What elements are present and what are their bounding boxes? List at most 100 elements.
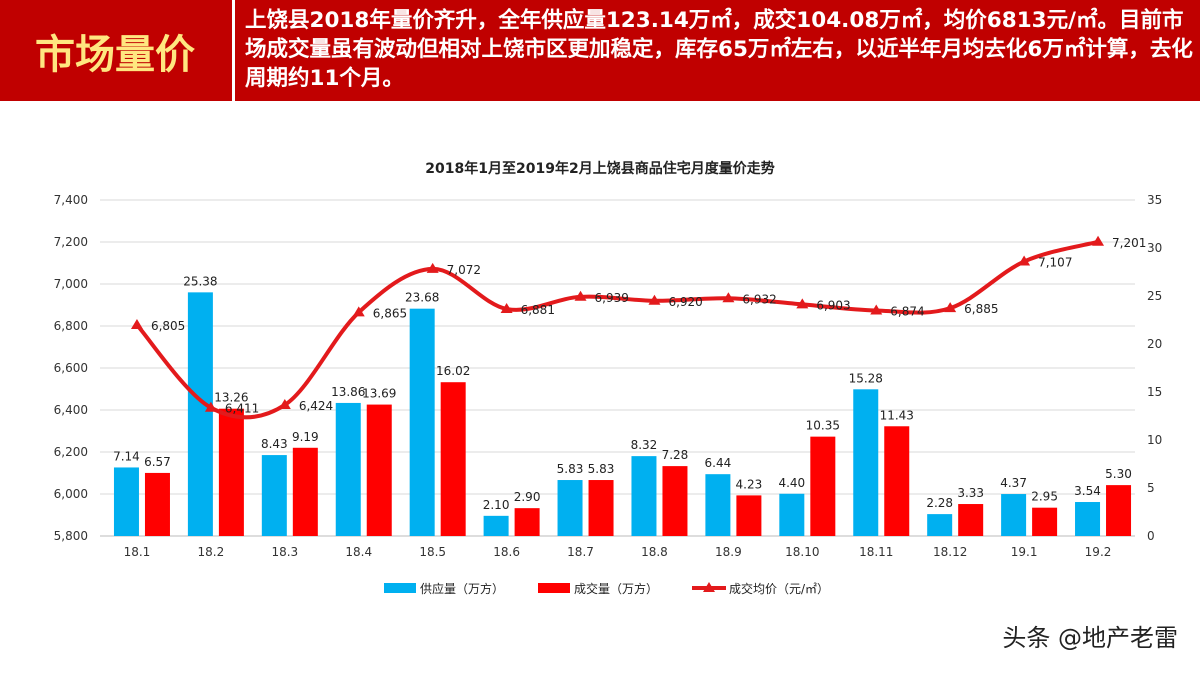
line-data-label: 6,881 <box>521 303 555 317</box>
line-data-label: 6,865 <box>373 306 407 320</box>
bar-sales <box>292 447 318 536</box>
section-title: 市场量价 <box>35 31 195 78</box>
bar-data-label: 8.32 <box>631 438 658 452</box>
bar-data-label: 5.30 <box>1105 467 1132 481</box>
bar-supply <box>631 456 657 536</box>
x-tick-label: 18.2 <box>198 545 225 559</box>
line-data-label: 6,805 <box>151 319 185 333</box>
left-tick-label: 6,600 <box>54 361 88 375</box>
price-marker <box>1018 255 1031 266</box>
right-tick-label: 20 <box>1147 337 1162 351</box>
bar-sales <box>662 466 688 536</box>
price-marker <box>204 401 217 412</box>
right-tick-label: 0 <box>1147 529 1155 543</box>
x-tick-label: 19.2 <box>1085 545 1112 559</box>
right-tick-label: 5 <box>1147 481 1155 495</box>
bar-supply <box>1075 502 1101 536</box>
bar-sales <box>218 408 244 536</box>
legend-label-sales: 成交量（万方） <box>574 581 658 596</box>
x-tick-label: 18.11 <box>859 545 893 559</box>
price-marker <box>870 304 883 315</box>
bar-sales <box>810 436 836 536</box>
line-data-label: 7,201 <box>1112 236 1146 250</box>
price-marker <box>426 262 439 273</box>
left-tick-label: 7,400 <box>54 193 88 207</box>
header-banner: 市场量价 上饶县2018年量价齐升，全年供应量123.14万㎡，成交104.08… <box>0 0 1200 101</box>
bar-data-label: 5.83 <box>588 462 615 476</box>
bar-sales <box>1032 507 1058 536</box>
bar-data-label: 4.23 <box>736 477 763 491</box>
bar-sales <box>958 504 984 536</box>
chart-title: 2018年1月至2019年2月上饶县商品住宅月度量价走势 <box>425 161 775 177</box>
price-marker <box>944 302 957 313</box>
legend-swatch-sales <box>538 583 570 593</box>
line-data-label: 7,072 <box>447 263 481 277</box>
bar-sales <box>440 382 466 536</box>
bar-data-label: 10.35 <box>806 419 840 433</box>
left-tick-label: 7,000 <box>54 277 88 291</box>
bar-data-label: 3.33 <box>957 486 984 500</box>
bar-data-label: 13.26 <box>214 391 248 405</box>
bar-data-label: 2.10 <box>483 498 510 512</box>
line-data-label: 6,920 <box>668 295 702 309</box>
bar-supply <box>409 308 435 536</box>
bar-data-label: 25.38 <box>183 274 217 288</box>
price-marker <box>278 398 291 409</box>
bar-supply <box>187 292 213 536</box>
right-tick-label: 25 <box>1147 289 1162 303</box>
bar-supply <box>335 402 361 536</box>
bar-supply <box>705 474 731 536</box>
left-tick-label: 6,000 <box>54 487 88 501</box>
bar-data-label: 13.86 <box>331 385 365 399</box>
price-marker <box>722 292 735 303</box>
bar-sales <box>736 495 762 536</box>
bar-data-label: 6.57 <box>144 455 171 469</box>
bar-data-label: 2.28 <box>926 496 953 510</box>
x-tick-label: 19.1 <box>1011 545 1038 559</box>
x-tick-label: 18.10 <box>785 545 819 559</box>
bar-data-label: 8.43 <box>261 437 288 451</box>
bar-data-label: 16.02 <box>436 364 470 378</box>
legend-label-supply: 供应量（万方） <box>420 581 504 596</box>
bar-supply <box>113 467 139 536</box>
left-tick-label: 6,200 <box>54 445 88 459</box>
bar-data-label: 11.43 <box>880 408 914 422</box>
bar-data-label: 5.83 <box>557 462 584 476</box>
bar-data-label: 7.14 <box>113 449 140 463</box>
summary-text: 上饶县2018年量价齐升，全年供应量123.14万㎡，成交104.08万㎡，均价… <box>245 8 1193 91</box>
bar-supply <box>779 493 805 536</box>
header-divider <box>232 0 235 101</box>
legend-label-price: 成交均价（元/㎡） <box>729 581 829 596</box>
bar-supply <box>557 480 583 536</box>
bar-supply <box>261 455 287 536</box>
bar-sales <box>366 404 392 536</box>
x-tick-label: 18.8 <box>641 545 668 559</box>
line-data-label: 7,107 <box>1038 256 1072 270</box>
line-data-label: 6,874 <box>890 304 924 318</box>
bar-supply <box>483 515 509 536</box>
left-tick-label: 6,800 <box>54 319 88 333</box>
bar-data-label: 4.37 <box>1000 476 1027 490</box>
bar-data-label: 4.40 <box>778 476 805 490</box>
price-line <box>135 239 1099 420</box>
bar-supply <box>853 389 879 536</box>
watermark: 头条 @地产老雷 <box>1002 624 1178 652</box>
price-marker <box>574 290 587 301</box>
bar-data-label: 23.68 <box>405 291 439 305</box>
price-marker <box>130 318 143 329</box>
bar-data-label: 9.19 <box>292 430 319 444</box>
right-tick-label: 30 <box>1147 241 1162 255</box>
bar-sales <box>514 508 540 536</box>
bar-sales <box>588 480 614 536</box>
bar-data-label: 6.44 <box>705 456 732 470</box>
x-tick-label: 18.6 <box>493 545 520 559</box>
x-tick-label: 18.7 <box>567 545 594 559</box>
bar-supply <box>927 514 953 536</box>
bar-data-label: 3.54 <box>1074 484 1101 498</box>
line-data-label: 6,939 <box>595 291 629 305</box>
line-data-label: 6,424 <box>299 399 333 413</box>
line-data-label: 6,411 <box>225 402 259 416</box>
bar-data-label: 2.90 <box>514 490 541 504</box>
price-marker <box>1092 235 1105 246</box>
